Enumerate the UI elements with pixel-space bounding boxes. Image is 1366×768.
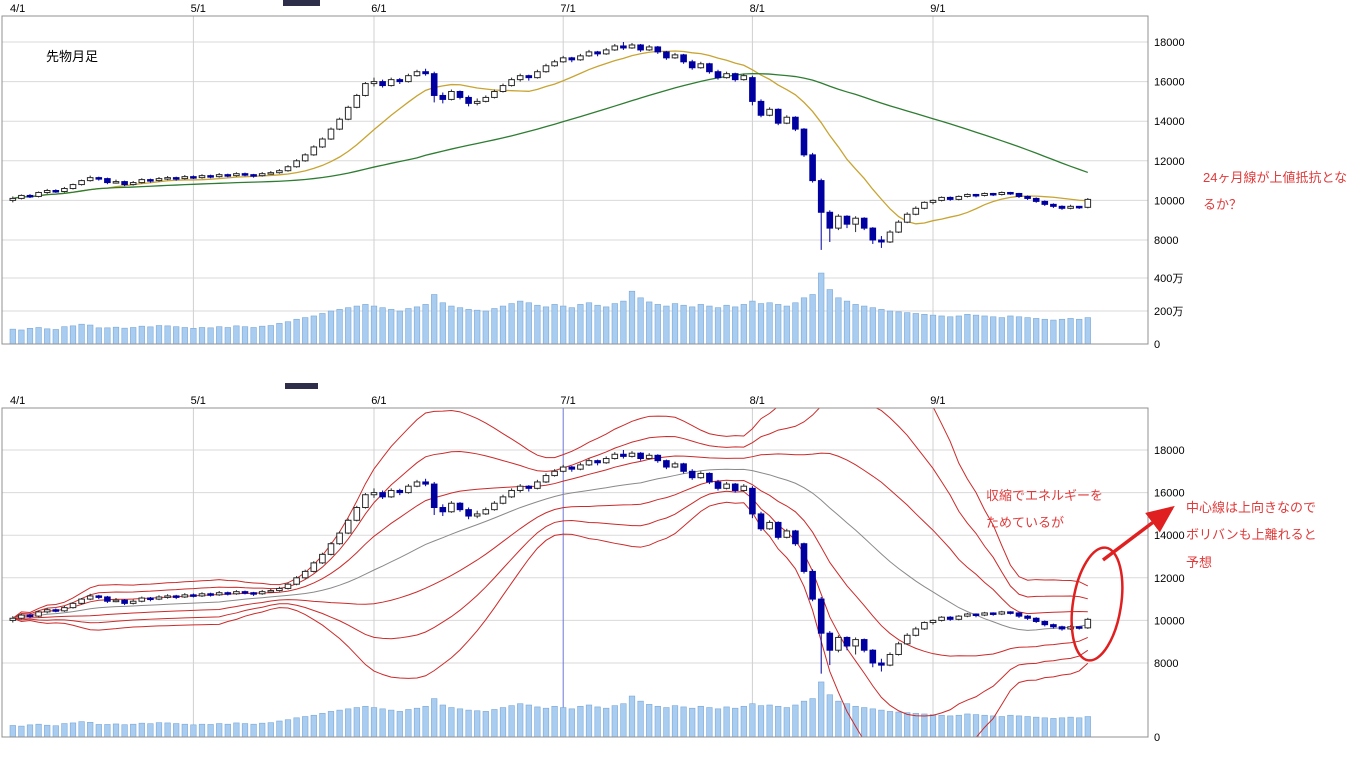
bollinger-band-chart: 4/1 5/1 6/1 7/1 8/1 9/1 18000 16000 14000 12000 10… (1, 395, 1185, 744)
annotation-24month-resistance: 24ヶ月線が上値抵抗とな るか？ (1203, 170, 1348, 213)
overlay-lines (12, 50, 1089, 225)
bollinger-lower-3sigma (12, 501, 1089, 737)
y-axis-price-label: 10000 (1154, 615, 1185, 627)
screen-artifact (283, 0, 320, 6)
axis-labels: 4/1 5/1 6/1 7/1 8/1 9/1 18000 16000 14000 12000 10… (10, 3, 1185, 351)
plot-border (1, 407, 1149, 738)
x-axis-month-label: 4/1 (10, 3, 25, 15)
bollinger-center-line (12, 468, 1088, 631)
x-axis-month-label: 6/1 (371, 3, 386, 15)
ma-24month-line (12, 72, 1089, 200)
plot-border (1, 15, 1149, 345)
x-axis-month-label: 5/1 (191, 3, 206, 15)
chart-type-label: 先物月足 (46, 49, 99, 64)
x-axis-month-label: 4/1 (10, 395, 25, 407)
y-axis-price-label: 8000 (1154, 658, 1178, 670)
x-axis-month-label: 9/1 (930, 395, 945, 407)
x-axis-month-label: 9/1 (930, 3, 945, 15)
x-axis-month-label: 5/1 (191, 395, 206, 407)
y-axis-price-label: 18000 (1154, 445, 1185, 457)
y-axis-volume-label: 200万 (1154, 306, 1183, 318)
gridlines (2, 16, 1148, 344)
overlay-lines (12, 408, 1089, 737)
highlight-ellipse (1070, 546, 1124, 662)
y-axis-price-label: 10000 (1154, 195, 1185, 207)
y-axis-price-label: 14000 (1154, 530, 1185, 542)
ma-short-line (12, 50, 1088, 225)
bollinger-upper-2sigma (12, 408, 1088, 619)
x-axis-month-label: 8/1 (750, 395, 765, 407)
x-axis-month-label: 7/1 (560, 395, 575, 407)
bollinger-lower-1sigma (12, 479, 1088, 657)
annotation-squeeze: 収縮でエネルギーを ためているが (986, 488, 1104, 531)
y-axis-price-label: 8000 (1154, 235, 1178, 247)
x-axis-month-label: 6/1 (371, 395, 386, 407)
volume-bars (9, 272, 1091, 345)
candles (9, 450, 1092, 674)
y-axis-price-label: 16000 (1154, 77, 1185, 89)
y-axis-price-label: 16000 (1154, 488, 1185, 500)
bollinger-upper-3sigma (12, 408, 1089, 619)
screen-artifact (285, 383, 318, 389)
x-axis-month-label: 8/1 (750, 3, 765, 15)
y-axis-price-label: 14000 (1154, 116, 1185, 128)
gridlines (2, 408, 1148, 737)
y-axis-price-label: 12000 (1154, 573, 1185, 585)
trend-arrow (1101, 505, 1175, 562)
volume-bars (9, 681, 1091, 738)
axis-labels: 4/1 5/1 6/1 7/1 8/1 9/1 18000 16000 14000 12000 10… (10, 395, 1185, 744)
x-axis-month-label: 7/1 (560, 3, 575, 15)
y-axis-volume-label: 0 (1154, 339, 1160, 351)
annotation-breakout: 中心線は上向きなので ボリバンも上離れると 予想 (1186, 500, 1317, 570)
y-axis-volume-label: 0 (1154, 732, 1160, 744)
y-axis-price-label: 18000 (1154, 37, 1185, 49)
y-axis-price-label: 12000 (1154, 156, 1185, 168)
futures-candlestick-chart: 4/1 5/1 6/1 7/1 8/1 9/1 18000 16000 14000 12000 10… (1, 3, 1185, 351)
y-axis-volume-label: 400万 (1154, 273, 1183, 285)
bollinger-lower-2sigma (12, 490, 1089, 717)
candles (9, 42, 1092, 250)
